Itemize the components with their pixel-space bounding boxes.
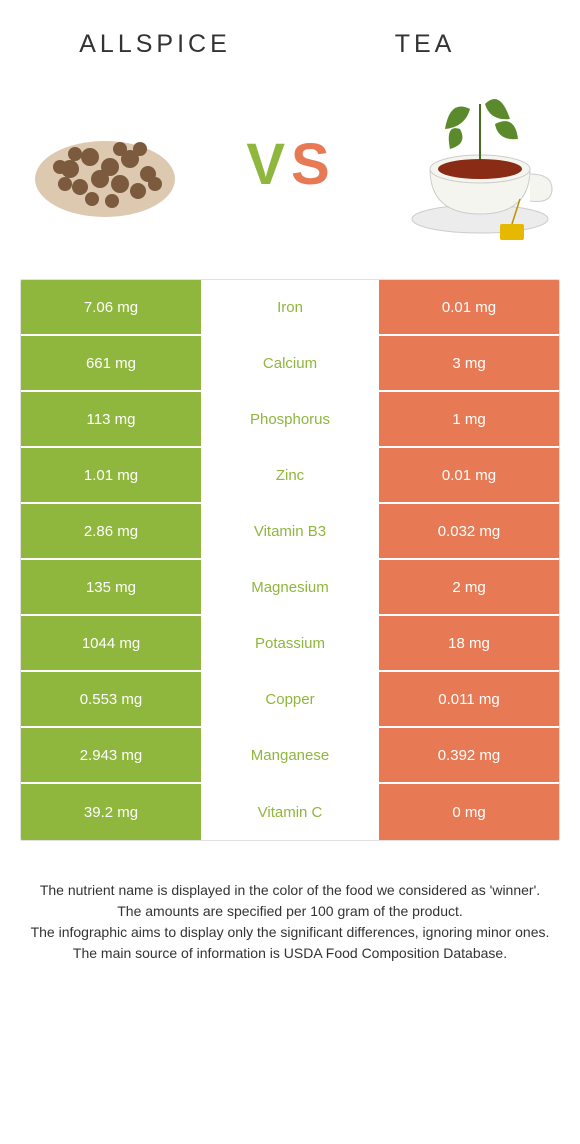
right-value: 2 mg	[379, 560, 559, 614]
left-value: 2.943 mg	[21, 728, 201, 782]
left-value: 2.86 mg	[21, 504, 201, 558]
table-row: 661 mgCalcium3 mg	[21, 336, 559, 392]
tea-image	[390, 79, 560, 249]
table-row: 1.01 mgZinc0.01 mg	[21, 448, 559, 504]
footnote: The main source of information is USDA F…	[30, 944, 550, 963]
nutrient-name: Manganese	[201, 728, 379, 782]
vs-label: VS	[246, 131, 333, 198]
left-value: 39.2 mg	[21, 784, 201, 840]
nutrient-name: Calcium	[201, 336, 379, 390]
right-title: Tea	[290, 30, 560, 59]
left-value: 661 mg	[21, 336, 201, 390]
right-value: 0.392 mg	[379, 728, 559, 782]
footnote: The nutrient name is displayed in the co…	[30, 881, 550, 900]
nutrient-name: Vitamin C	[201, 784, 379, 840]
table-row: 135 mgMagnesium2 mg	[21, 560, 559, 616]
right-value: 0.01 mg	[379, 280, 559, 334]
footnotes: The nutrient name is displayed in the co…	[20, 881, 560, 963]
nutrient-table: 7.06 mgIron0.01 mg661 mgCalcium3 mg113 m…	[20, 279, 560, 841]
table-row: 0.553 mgCopper0.011 mg	[21, 672, 559, 728]
allspice-image	[20, 79, 190, 249]
nutrient-name: Iron	[201, 280, 379, 334]
nutrient-name: Copper	[201, 672, 379, 726]
nutrient-name: Potassium	[201, 616, 379, 670]
left-value: 7.06 mg	[21, 280, 201, 334]
right-value: 0.011 mg	[379, 672, 559, 726]
nutrient-name: Magnesium	[201, 560, 379, 614]
footnote: The amounts are specified per 100 gram o…	[30, 902, 550, 921]
left-value: 113 mg	[21, 392, 201, 446]
vs-v: V	[246, 131, 289, 198]
left-value: 0.553 mg	[21, 672, 201, 726]
nutrient-name: Vitamin B3	[201, 504, 379, 558]
footnote: The infographic aims to display only the…	[30, 923, 550, 942]
table-row: 113 mgPhosphorus1 mg	[21, 392, 559, 448]
table-row: 1044 mgPotassium18 mg	[21, 616, 559, 672]
table-row: 2.943 mgManganese0.392 mg	[21, 728, 559, 784]
vs-s: S	[291, 131, 334, 198]
right-value: 1 mg	[379, 392, 559, 446]
left-title: Allspice	[20, 30, 290, 59]
header-row: Allspice Tea	[20, 30, 560, 59]
right-value: 0.032 mg	[379, 504, 559, 558]
right-value: 0 mg	[379, 784, 559, 840]
right-value: 3 mg	[379, 336, 559, 390]
table-row: 7.06 mgIron0.01 mg	[21, 280, 559, 336]
right-value: 18 mg	[379, 616, 559, 670]
nutrient-name: Zinc	[201, 448, 379, 502]
left-value: 1044 mg	[21, 616, 201, 670]
nutrient-name: Phosphorus	[201, 392, 379, 446]
table-row: 39.2 mgVitamin C0 mg	[21, 784, 559, 840]
right-value: 0.01 mg	[379, 448, 559, 502]
table-row: 2.86 mgVitamin B30.032 mg	[21, 504, 559, 560]
left-value: 135 mg	[21, 560, 201, 614]
left-value: 1.01 mg	[21, 448, 201, 502]
images-row: VS	[20, 79, 560, 249]
